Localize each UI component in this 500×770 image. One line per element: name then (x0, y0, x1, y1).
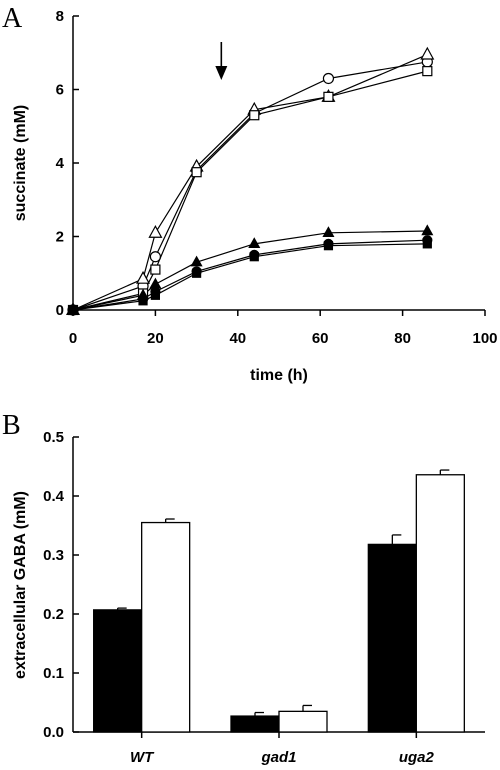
series-line (72, 61, 428, 311)
y-tick-label: 2 (56, 229, 64, 246)
data-point (422, 66, 433, 77)
series-markers-open-square (67, 66, 433, 316)
panel-b-bars (93, 469, 465, 733)
arrow-head (215, 66, 228, 80)
time-arrow (215, 42, 228, 80)
data-point (322, 72, 335, 85)
data-point (322, 226, 335, 238)
panel-b-label: B (2, 410, 21, 441)
y-tick-label: 0.0 (43, 724, 64, 741)
panel-a-x-axis-title: time (h) (250, 367, 308, 384)
y-tick-label: 0.4 (43, 488, 65, 505)
data-point (248, 237, 261, 249)
series-markers-open-triangle (65, 46, 435, 315)
bar-group (141, 518, 191, 733)
data-point (249, 252, 259, 262)
bar-group (415, 469, 465, 733)
data-point (420, 46, 435, 60)
series-filled-circle (72, 239, 428, 311)
series-open-square (72, 70, 428, 311)
y-tick-label: 0.5 (43, 429, 64, 446)
x-tick-label: 20 (147, 330, 164, 347)
data-point (68, 305, 78, 315)
panel-b-y-ticks: 0.0 0.1 0.2 0.3 0.4 0.5 (43, 429, 79, 741)
bar (141, 521, 191, 733)
y-tick-label: 4 (56, 155, 65, 172)
bar-group (367, 534, 417, 733)
bar-group (93, 607, 143, 733)
panel-b-y-axis-title: extracellular GABA (mM) (12, 491, 29, 679)
x-tick-label: 40 (229, 330, 246, 347)
series-line (72, 54, 428, 311)
panel-a-label: A (2, 3, 23, 34)
bar (367, 543, 417, 733)
x-tick-label: 0 (69, 330, 77, 347)
panel-a-y-axis-title: succinate (mM) (12, 105, 29, 221)
data-point (422, 239, 432, 249)
bar-group (230, 711, 280, 733)
series-markers-open-circle (67, 56, 433, 316)
bar (230, 715, 280, 733)
bar (278, 710, 328, 733)
data-point (249, 110, 260, 121)
data-point (421, 224, 434, 236)
category-label: gad1 (260, 749, 296, 766)
y-tick-label: 0.2 (43, 606, 64, 623)
y-tick-label: 0 (56, 302, 64, 319)
x-tick-label: 60 (312, 330, 329, 347)
panel-a-x-ticks: 0 20 40 60 80 100 (69, 310, 498, 347)
data-point (190, 255, 203, 267)
y-tick-label: 8 (56, 8, 64, 25)
series-markers-filled-square (68, 239, 432, 315)
series-line (72, 70, 428, 311)
bar (93, 609, 143, 733)
data-point (323, 91, 334, 102)
panel-a-series (65, 46, 435, 316)
series-open-circle (72, 61, 428, 311)
y-tick-label: 6 (56, 82, 64, 99)
panel-a-y-ticks: 0 2 4 6 8 (56, 8, 79, 319)
y-tick-label: 0.1 (43, 665, 64, 682)
series-open-triangle (72, 54, 428, 311)
category-label: uga2 (399, 749, 435, 766)
data-point (192, 268, 202, 278)
data-point (136, 270, 151, 284)
panel-b-categories: WT gad1 uga2 (130, 732, 434, 766)
series-line (72, 230, 428, 311)
x-tick-label: 80 (394, 330, 411, 347)
data-point (150, 264, 161, 275)
series-line (72, 239, 428, 311)
category-label: WT (130, 749, 155, 766)
data-point (148, 224, 163, 238)
series-filled-triangle (72, 230, 428, 311)
data-point (150, 290, 160, 300)
data-point (138, 296, 148, 306)
panel-b: B 0.0 0.1 0.2 0.3 0.4 0.5 WT gad1 uga2 extracel… (2, 410, 485, 766)
data-point (323, 241, 334, 251)
bar-group (278, 704, 328, 733)
y-tick-label: 0.3 (43, 547, 64, 564)
data-point (149, 277, 162, 289)
series-markers-filled-triangle (66, 224, 434, 315)
data-point (149, 251, 161, 263)
data-point (191, 167, 202, 178)
x-tick-label: 100 (472, 330, 497, 347)
panel-a: A 0 2 4 6 8 0 20 40 60 80 100 time (h) succinate … (2, 3, 498, 384)
bar (415, 474, 465, 733)
